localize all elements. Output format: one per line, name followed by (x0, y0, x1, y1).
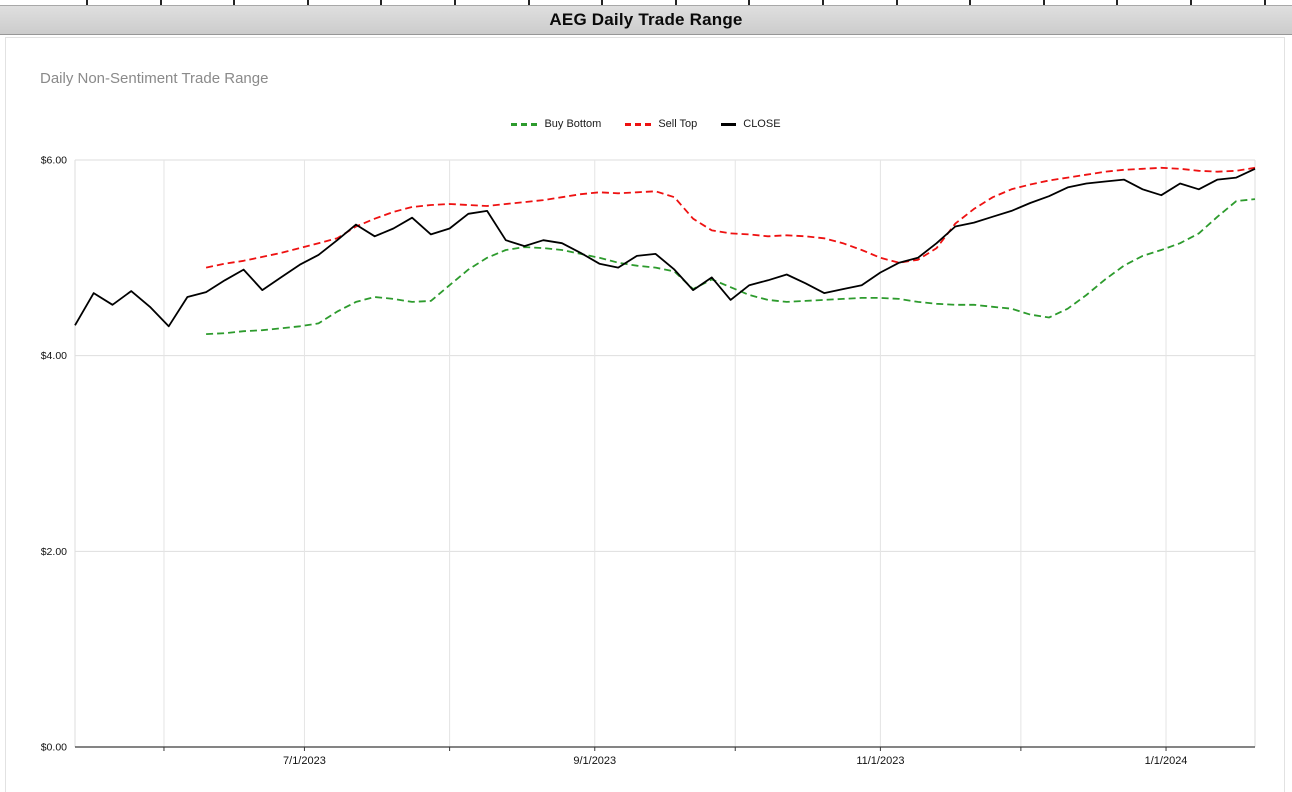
top-tick (159, 0, 162, 5)
chart-panel (5, 37, 1285, 792)
top-tick (1190, 0, 1192, 5)
chart-legend: Buy Bottom Sell Top CLOSE (0, 118, 1292, 130)
top-tick (601, 0, 604, 5)
top-tick (1116, 0, 1119, 5)
top-axis-ticks (0, 0, 1292, 5)
top-tick (306, 0, 309, 5)
top-tick (380, 0, 383, 5)
legend-label-sell-top: Sell Top (658, 118, 698, 130)
top-tick (454, 0, 456, 5)
top-tick (969, 0, 972, 5)
buy-bottom-dash-swatch-icon (511, 122, 538, 126)
top-tick (233, 0, 236, 5)
top-tick (1042, 0, 1045, 5)
legend-item-buy-bottom: Buy Bottom (511, 118, 601, 130)
legend-label-close: CLOSE (743, 118, 781, 130)
top-tick (527, 0, 530, 5)
legend-item-close: CLOSE (721, 118, 781, 130)
legend-label-buy-bottom: Buy Bottom (544, 118, 602, 130)
top-tick (895, 0, 898, 5)
sell-top-dash-swatch-icon (625, 122, 652, 126)
legend-item-sell-top: Sell Top (625, 118, 697, 130)
window-title-bar: AEG Daily Trade Range (0, 5, 1292, 35)
chart-subtitle: Daily Non-Sentiment Trade Range (40, 70, 269, 87)
top-tick (822, 0, 824, 5)
window-title: AEG Daily Trade Range (549, 10, 743, 29)
top-tick (86, 0, 88, 5)
top-tick (1263, 0, 1266, 5)
close-line-swatch-icon (721, 122, 737, 126)
top-tick (674, 0, 677, 5)
top-tick (748, 0, 751, 5)
